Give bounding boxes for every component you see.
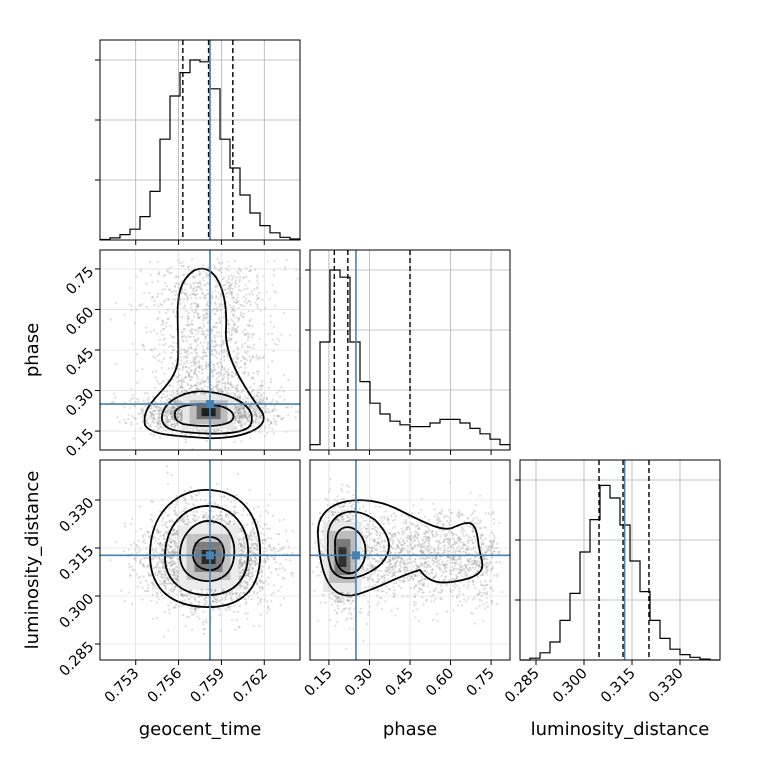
density-cell	[338, 546, 347, 567]
hist-panel-luminosity_distance	[515, 459, 721, 661]
density-cell	[201, 408, 216, 417]
x-tick-label: 0.330	[646, 666, 687, 707]
contour-line	[143, 267, 265, 440]
contour-line	[179, 520, 236, 582]
contour-line	[326, 510, 390, 580]
contour-line	[149, 489, 261, 608]
scatter-points	[311, 477, 504, 650]
contour-line	[164, 505, 249, 596]
x-tick-label: 0.45	[383, 666, 417, 700]
x-axis-label: geocent_time	[139, 719, 262, 740]
hist-panel-bg	[520, 460, 720, 660]
x-axis-label: phase	[383, 719, 437, 740]
y-axis-label: luminosity_distance	[22, 471, 43, 650]
x-tick-label: 0.285	[502, 666, 543, 707]
x-tick-label: 0.60	[423, 666, 457, 700]
x-tick-label: 0.759	[188, 666, 229, 707]
truth-marker	[206, 400, 214, 409]
hist-panel-phase	[305, 249, 511, 451]
y-tick-label: 0.285	[57, 639, 98, 680]
y-tick-label: 0.45	[63, 345, 97, 379]
x-tick-label: 0.15	[302, 666, 336, 700]
y-tick-label: 0.330	[57, 495, 98, 536]
contour-line	[317, 499, 484, 597]
x-axis-label: luminosity_distance	[531, 719, 710, 740]
x-tick-label: 0.315	[598, 666, 639, 707]
scatter-panel-geocent_time-phase	[99, 249, 301, 451]
histogram-step	[309, 269, 511, 450]
y-tick-label: 0.75	[63, 264, 97, 298]
x-tick-label: 0.75	[464, 666, 498, 700]
hist-panel-frame	[519, 459, 721, 661]
y-tick-label: 0.315	[57, 543, 98, 584]
x-tick-label: 0.762	[230, 666, 271, 707]
scatter-panel-phase-luminosity_distance	[309, 459, 511, 661]
y-axis-label: phase	[22, 323, 43, 377]
hist-panel-frame	[99, 39, 301, 241]
scatter-points	[100, 258, 300, 450]
y-tick-label: 0.15	[63, 426, 97, 460]
y-tick-label: 0.30	[63, 386, 97, 420]
x-tick-label: 0.753	[102, 666, 143, 707]
y-tick-label: 0.60	[63, 305, 97, 339]
truth-marker	[206, 551, 214, 560]
hist-panel-bg	[100, 40, 300, 240]
x-tick-label: 0.300	[550, 666, 591, 707]
y-tick-label: 0.300	[57, 591, 98, 632]
scatter-panel-geocent_time-luminosity_distance	[99, 459, 301, 661]
contour-line	[161, 390, 253, 435]
histogram-step	[99, 59, 301, 241]
hist-panel-geocent_time	[95, 39, 301, 241]
truth-marker	[351, 551, 360, 560]
scatter-panel-frame	[99, 459, 301, 661]
histogram-step	[520, 484, 720, 661]
x-tick-label: 0.756	[145, 666, 186, 707]
x-tick-label: 0.30	[342, 666, 376, 700]
